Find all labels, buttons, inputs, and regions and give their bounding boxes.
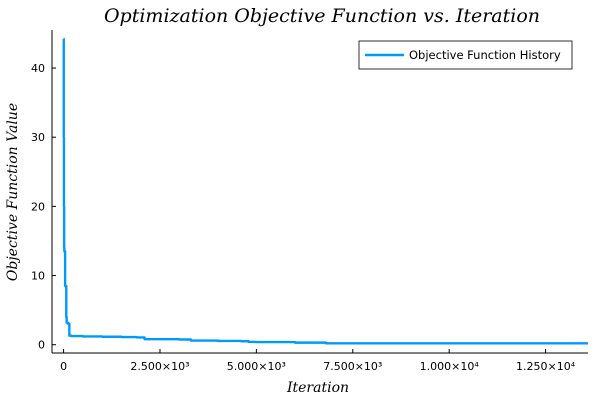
y-ticks: 0 10 20 30 40 [31,62,56,352]
x-ticks: 0 2.500×10³ 5.000×10³ 7.500×10³ 1.000×10⁴ 1.2… [60,349,576,373]
x-tick-label: 1.000×10⁴ [420,360,480,373]
y-axis-label: Objective Function Value [5,103,21,281]
y-tick-label: 30 [31,131,45,144]
y-tick-label: 0 [38,339,45,352]
x-tick-label: 0 [60,360,67,373]
legend-label: Objective Function History [409,48,561,62]
legend: Objective Function History [358,40,573,70]
y-tick-label: 40 [31,62,45,75]
x-tick-label: 1.250×10⁴ [516,360,576,373]
series-line [62,37,588,345]
x-tick-label: 5.000×10³ [227,360,286,373]
series-layer [62,37,588,345]
y-tick-label: 20 [31,200,45,213]
x-tick-label: 7.500×10³ [323,360,382,373]
y-tick-label: 10 [31,270,45,283]
x-tick-label: 2.500×10³ [130,360,189,373]
chart-title: Optimization Objective Function vs. Iter… [104,5,540,27]
x-axis-label: Iteration [286,380,349,396]
